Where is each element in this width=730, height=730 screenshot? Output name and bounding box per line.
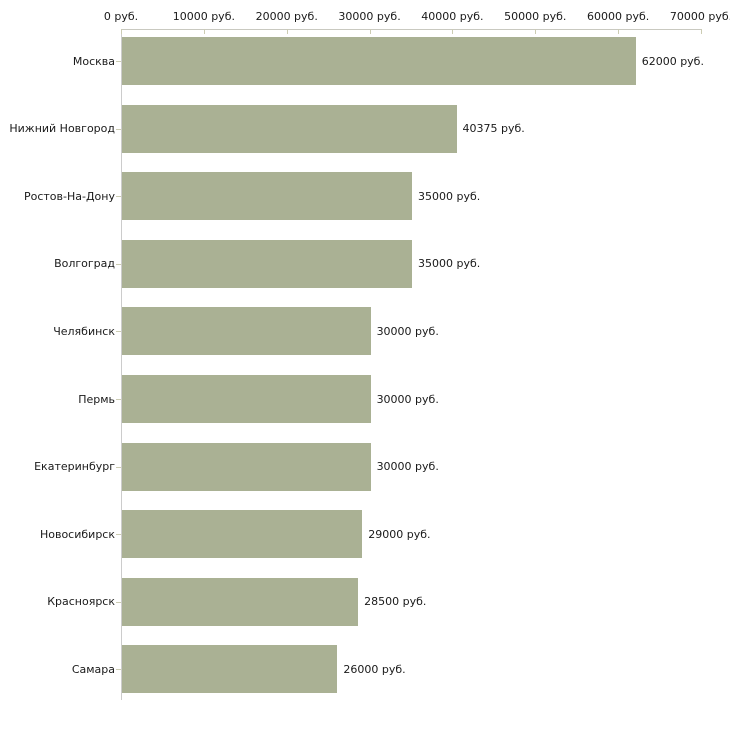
x-axis-tick-label: 40000 руб. <box>421 10 484 23</box>
x-axis-tick-label: 30000 руб. <box>338 10 401 23</box>
bar-10 <box>122 645 338 694</box>
x-axis-tick <box>618 29 620 34</box>
category-label: Новосибирск <box>39 527 115 541</box>
x-axis-tick-label: 70000 руб. <box>669 10 730 23</box>
category-label: Ростов-На-Дону <box>23 189 115 203</box>
bar-7 <box>122 442 371 491</box>
category-label: Челябинск <box>53 324 115 338</box>
y-axis-tick <box>116 61 121 62</box>
bar-9 <box>122 577 359 626</box>
x-axis-tick-label: 50000 руб. <box>504 10 567 23</box>
y-axis-tick <box>116 601 121 603</box>
y-axis-line <box>121 29 122 700</box>
x-axis-tick <box>369 29 371 34</box>
x-axis-tick-label: 60000 руб. <box>587 10 650 23</box>
bar-3 <box>122 172 412 221</box>
x-axis-tick <box>286 29 288 34</box>
y-axis-tick <box>116 534 121 536</box>
bar-6 <box>122 375 371 423</box>
value-label: 29000 руб. <box>368 527 431 541</box>
x-axis-tick-label: 10000 руб. <box>172 10 235 23</box>
y-axis-tick <box>116 669 121 671</box>
category-label: Екатеринбург <box>34 460 115 474</box>
value-label: 30000 руб. <box>376 460 439 474</box>
bar-1 <box>122 37 636 85</box>
bar-8 <box>122 510 363 559</box>
bar-4 <box>122 239 412 288</box>
value-label: 30000 руб. <box>376 324 439 338</box>
value-label: 28500 руб. <box>364 595 427 609</box>
y-axis-tick <box>116 399 121 400</box>
x-axis-tick <box>452 29 454 34</box>
y-axis-tick <box>116 331 121 333</box>
x-axis-line <box>121 29 701 30</box>
value-label: 62000 руб. <box>641 54 704 68</box>
x-axis-tick <box>535 29 537 34</box>
x-axis-tick-label: 0 руб. <box>103 10 139 23</box>
x-axis-tick <box>701 29 702 34</box>
value-label: 35000 руб. <box>418 257 481 271</box>
value-label: 26000 руб. <box>343 662 406 676</box>
x-axis-tick-label: 20000 руб. <box>255 10 318 23</box>
value-label: 35000 руб. <box>418 189 481 203</box>
category-label: Красноярск <box>47 595 115 609</box>
category-label: Москва <box>72 54 115 68</box>
y-axis-tick <box>116 128 121 130</box>
value-label: 40375 руб. <box>462 122 525 136</box>
y-axis-tick <box>116 466 121 468</box>
category-label: Пермь <box>78 392 115 406</box>
x-axis-tick <box>121 29 122 34</box>
bar-5 <box>122 307 371 356</box>
bar-2 <box>122 104 457 153</box>
category-label: Волгоград <box>54 257 115 271</box>
y-axis-tick <box>116 263 121 265</box>
value-label: 30000 руб. <box>376 392 439 406</box>
category-label: Нижний Новгород <box>9 122 115 136</box>
y-axis-tick <box>116 196 121 198</box>
x-axis-tick <box>203 29 205 34</box>
category-label: Самара <box>71 662 115 676</box>
